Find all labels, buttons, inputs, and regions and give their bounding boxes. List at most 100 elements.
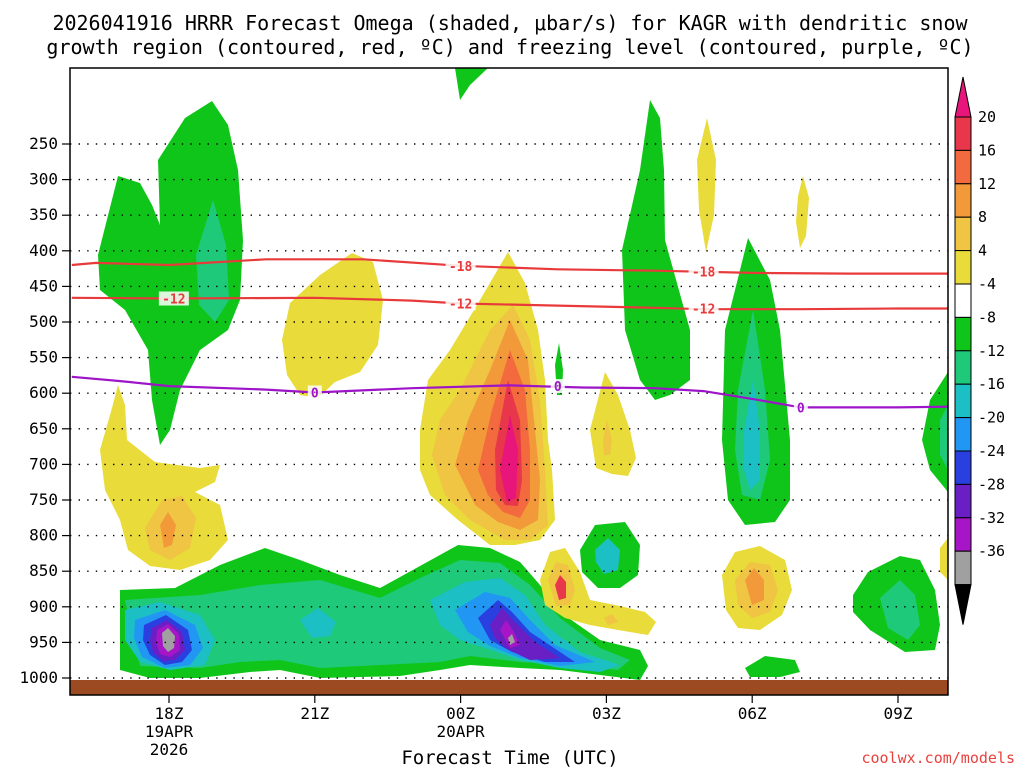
freezing-level-label: 0	[554, 380, 562, 395]
colorbar-swatch	[954, 283, 972, 318]
colorbar-label: -20	[978, 409, 1005, 427]
colorbar-label: 8	[978, 208, 987, 226]
x-tick-label: 21Z	[300, 704, 329, 723]
x-tick-label: 00Z	[446, 704, 475, 723]
omega-region	[604, 614, 618, 625]
y-tick-label: 700	[29, 454, 58, 473]
omega-region	[940, 405, 948, 470]
colorbar-swatch	[954, 216, 972, 252]
dgz-minus12-contour	[71, 296, 948, 311]
freezing-level-label: 0	[311, 386, 319, 401]
chart-title-line2: growth region (contoured, red, ºC) and f…	[46, 35, 973, 59]
colorbar-swatch	[954, 417, 972, 452]
credit-text: coolwx.com/models	[861, 749, 1015, 767]
temperature-contours: -18 -18 -12 -12 -12 0 0 0	[71, 258, 948, 416]
colorbar-label: -24	[978, 442, 1005, 460]
omega-region	[162, 628, 175, 652]
omega-region	[282, 253, 383, 398]
y-tick-label: 600	[29, 383, 58, 402]
x-axis-title: Forecast Time (UTC)	[401, 747, 618, 768]
omega-region	[744, 380, 760, 490]
colorbar-swatch	[954, 316, 972, 352]
colorbar-swatch	[954, 183, 972, 218]
dgz-minus12-label: -12	[162, 293, 185, 308]
colorbar-swatch	[954, 350, 972, 385]
omega-region	[622, 100, 690, 400]
y-tick-label: 250	[29, 134, 58, 153]
y-tick-label: 550	[29, 348, 58, 367]
omega-region	[940, 538, 948, 580]
omega-region	[160, 512, 176, 548]
y-tick-label: 650	[29, 419, 58, 438]
omega-region	[300, 608, 336, 638]
ground-surface	[70, 680, 948, 695]
omega-colorbar: 20 16 12 8 4 -4 -8 -12 -16 -20 -24 -28 -32 -36	[954, 76, 1005, 625]
colorbar-label: -4	[978, 275, 996, 293]
dgz-minus18-contour	[71, 258, 948, 275]
pressure-axis: 250 300 350 400 450 500 550 600 650 700 750 800 850 9…	[19, 134, 70, 687]
contour-label-bg	[307, 385, 322, 400]
colorbar-label: 12	[978, 175, 996, 193]
omega-region	[595, 538, 620, 574]
omega-region	[500, 620, 520, 648]
omega-region	[196, 200, 229, 322]
contour-label-bg	[158, 291, 189, 306]
dgz-minus12-label: -12	[692, 302, 715, 317]
pressure-gridlines	[70, 143, 948, 679]
x-tick-label: 06Z	[738, 704, 767, 723]
y-tick-label: 350	[29, 205, 58, 224]
x-tick-date: 20APR	[437, 722, 486, 741]
colorbar-label: -12	[978, 342, 1005, 360]
colorbar-swatch	[954, 116, 972, 151]
y-tick-label: 850	[29, 561, 58, 580]
contour-label-bg	[688, 301, 719, 316]
dgz-minus18-label: -18	[692, 265, 716, 280]
x-tick-year: 2026	[150, 740, 189, 759]
omega-region	[880, 580, 920, 640]
colorbar-label: -32	[978, 509, 1005, 527]
colorbar-label: 16	[978, 141, 996, 159]
omega-region	[590, 372, 636, 476]
omega-region	[500, 415, 518, 502]
colorbar-label: -8	[978, 308, 996, 326]
x-tick-label: 09Z	[884, 704, 913, 723]
colorbar-label: -28	[978, 475, 1005, 493]
colorbar-label: -16	[978, 375, 1005, 393]
colorbar-swatch	[954, 517, 972, 552]
omega-region	[603, 420, 612, 455]
colorbar-swatch	[954, 483, 972, 519]
omega-region	[455, 68, 488, 100]
omega-region	[98, 101, 243, 445]
x-tick-label: 03Z	[592, 704, 621, 723]
colorbar-swatch	[954, 450, 972, 485]
contour-label-bg	[445, 296, 476, 311]
colorbar-label: 4	[978, 242, 987, 260]
y-tick-label: 950	[29, 632, 58, 651]
plot-frame	[69, 67, 949, 696]
dgz-minus18-label: -18	[449, 260, 473, 275]
y-tick-label: 400	[29, 241, 58, 260]
colorbar-label: -36	[978, 542, 1005, 560]
omega-region	[745, 656, 800, 677]
freezing-level-label: 0	[797, 401, 805, 416]
omega-region	[697, 118, 716, 252]
contour-label-bg	[688, 264, 719, 279]
omega-region	[490, 608, 560, 660]
omega-region	[745, 568, 764, 605]
contour-label-bg	[550, 379, 565, 394]
colorbar-swatch	[954, 149, 972, 185]
omega-region	[922, 372, 948, 492]
omega-region	[796, 176, 809, 248]
omega-region	[555, 575, 566, 600]
colorbar-swatch	[954, 383, 972, 419]
colorbar-swatch	[954, 550, 972, 586]
colorbar-top-triangle	[954, 76, 972, 118]
x-tick-label: 18Z	[155, 704, 184, 723]
y-tick-label: 1000	[19, 668, 58, 687]
y-tick-label: 450	[29, 276, 58, 295]
colorbar-swatch	[954, 250, 972, 285]
y-tick-label: 750	[29, 490, 58, 509]
x-tick-date: 19APR	[145, 722, 194, 741]
